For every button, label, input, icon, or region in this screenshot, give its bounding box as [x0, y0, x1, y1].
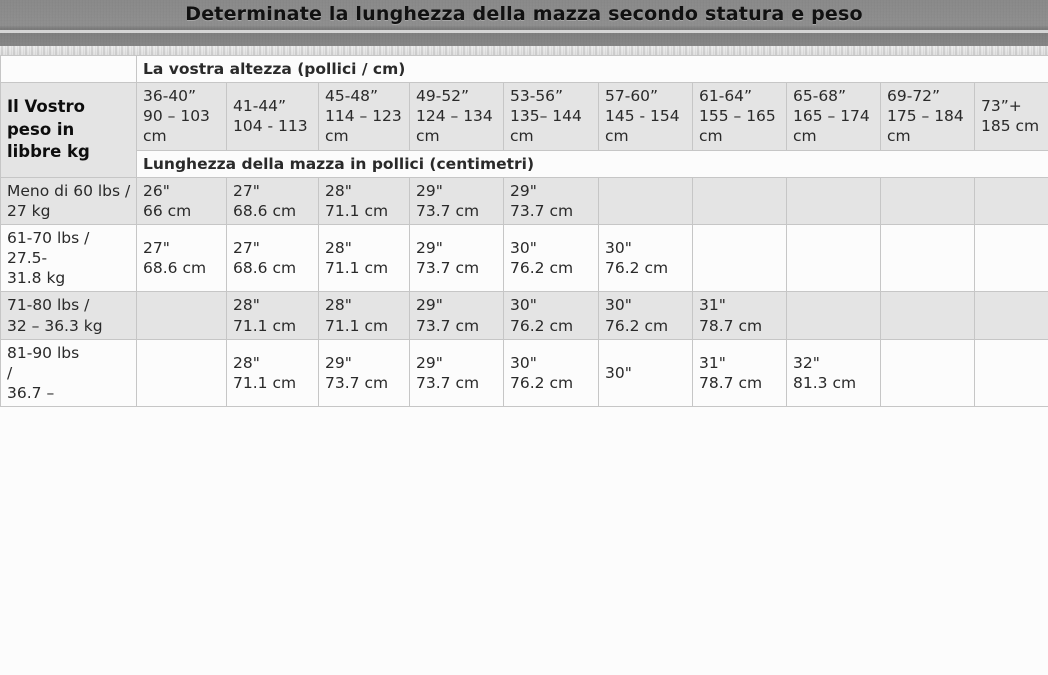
height-col-0: 36-40” 90 – 103 cm	[136, 82, 227, 151]
data-cell: 29" 73.7 cm	[409, 291, 504, 340]
row-label: 61-70 lbs / 27.5- 31.8 kg	[0, 223, 137, 293]
data-cell	[692, 176, 787, 225]
table-row: 71-80 lbs / 32 – 36.3 kg 28" 71.1 cm 28"…	[0, 291, 1048, 340]
data-cell	[136, 338, 227, 408]
data-cell: 28" 71.1 cm	[318, 223, 410, 293]
data-cell: 29" 73.7 cm	[503, 176, 599, 225]
data-cell: 28" 71.1 cm	[318, 291, 410, 340]
height-col-9: 73”+ 185 cm	[973, 82, 1048, 151]
row-label: 81-90 lbs / 36.7 –	[0, 338, 137, 408]
height-col-8: 69-72” 175 – 184 cm	[880, 82, 975, 151]
height-col-3: 49-52” 124 – 134 cm	[409, 82, 504, 151]
data-cell: 29" 73.7 cm	[409, 338, 504, 408]
data-cell	[786, 176, 881, 225]
page-title: Determinate la lunghezza della mazza sec…	[185, 3, 863, 25]
data-cell: 27" 68.6 cm	[226, 223, 319, 293]
data-cell	[973, 338, 1048, 408]
data-cell	[973, 176, 1048, 225]
data-cell: 30" 76.2 cm	[503, 291, 599, 340]
banner-strip	[0, 46, 1048, 55]
data-cell: 28" 71.1 cm	[318, 176, 410, 225]
table-row-height-title: La vostra altezza (pollici / cm)	[0, 54, 1048, 84]
data-cell	[786, 223, 881, 293]
row-label: 71-80 lbs / 32 – 36.3 kg	[0, 291, 137, 340]
data-cell: 30"	[598, 338, 693, 408]
data-cell	[973, 223, 1048, 293]
data-cell: 27" 68.6 cm	[226, 176, 319, 225]
table-row-height-ranges: Il Vostro peso in libbre kg 36-40” 90 – …	[0, 82, 1048, 178]
data-cell	[880, 223, 975, 293]
data-cell	[973, 291, 1048, 340]
data-cell	[786, 291, 881, 340]
data-cell: 29" 73.7 cm	[318, 338, 410, 408]
height-col-5: 57-60” 145 - 154 cm	[598, 82, 693, 151]
data-cell: 31" 78.7 cm	[692, 338, 787, 408]
data-cell: 32" 81.3 cm	[786, 338, 881, 408]
data-cell	[880, 176, 975, 225]
club-length-table: La vostra altezza (pollici / cm) Il Vost…	[0, 54, 1048, 408]
height-col-7: 65-68” 165 – 174 cm	[786, 82, 881, 151]
table-row: 81-90 lbs / 36.7 – 28" 71.1 cm 29" 73.7 …	[0, 338, 1048, 408]
data-cell	[598, 176, 693, 225]
data-cell: 30" 76.2 cm	[598, 291, 693, 340]
height-col-6: 61-64” 155 – 165 cm	[692, 82, 787, 151]
data-cell: 29" 73.7 cm	[409, 176, 504, 225]
corner-blank-cell	[0, 54, 137, 84]
data-cell: 28" 71.1 cm	[226, 291, 319, 340]
height-col-2: 45-48” 114 – 123 cm	[318, 82, 410, 151]
data-cell	[692, 223, 787, 293]
data-cell	[136, 291, 227, 340]
table-row: 61-70 lbs / 27.5- 31.8 kg 27" 68.6 cm 27…	[0, 223, 1048, 293]
data-cell	[880, 338, 975, 408]
row-label: Meno di 60 lbs / 27 kg	[0, 176, 137, 225]
title-banner: Determinate la lunghezza della mazza sec…	[0, 0, 1048, 46]
data-cell: 31" 78.7 cm	[692, 291, 787, 340]
table-row-length-title: Lunghezza della mazza in pollici (centim…	[1, 149, 1048, 178]
data-cell: 27" 68.6 cm	[136, 223, 227, 293]
data-cell	[880, 291, 975, 340]
weight-header-cell: Il Vostro peso in libbre kg	[0, 82, 137, 178]
height-col-4: 53-56” 135– 144 cm	[503, 82, 599, 151]
data-cell: 29" 73.7 cm	[409, 223, 504, 293]
height-col-1: 41-44” 104 - 113	[226, 82, 319, 151]
data-cell: 30" 76.2 cm	[598, 223, 693, 293]
table-row: Meno di 60 lbs / 27 kg 26" 66 cm 27" 68.…	[0, 176, 1048, 225]
data-cell: 28" 71.1 cm	[226, 338, 319, 408]
length-header-cell: Lunghezza della mazza in pollici (centim…	[135, 149, 1048, 178]
data-cell: 26" 66 cm	[136, 176, 227, 225]
data-cell: 30" 76.2 cm	[503, 338, 599, 408]
data-cell: 30" 76.2 cm	[503, 223, 599, 293]
height-header-cell: La vostra altezza (pollici / cm)	[135, 54, 1048, 84]
